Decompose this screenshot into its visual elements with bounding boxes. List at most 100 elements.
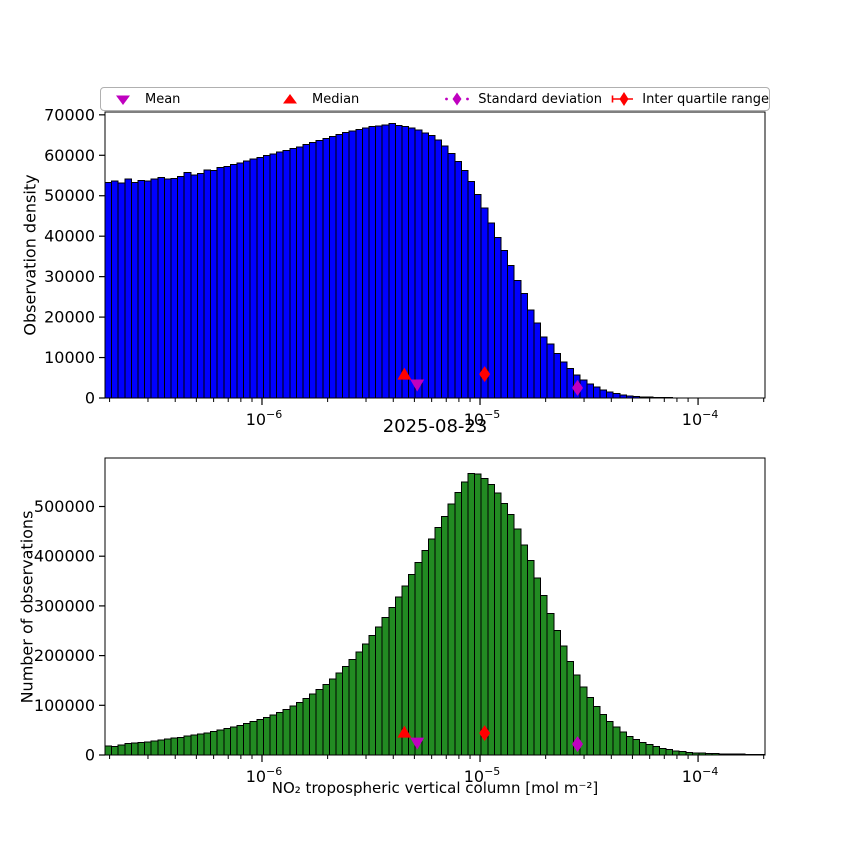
- histogram-bar: [487, 484, 495, 756]
- histogram-bar: [289, 147, 297, 399]
- histogram-bar: [203, 169, 212, 399]
- plot-density: 10−6 10−5 10−40100002000030000400005000060…: [44, 105, 766, 429]
- histogram-bar: [513, 280, 522, 399]
- histogram-bar: [309, 141, 317, 399]
- histogram-bar: [196, 172, 205, 399]
- histogram-bar: [282, 149, 291, 399]
- legend-item-std: Standard deviation: [435, 91, 602, 107]
- histogram-bar: [302, 143, 311, 399]
- histogram-bar: [111, 180, 119, 399]
- median-marker: [397, 725, 412, 738]
- histogram-bar: [203, 732, 212, 756]
- legend-item-median: Median: [268, 91, 435, 107]
- histogram-bar: [276, 151, 284, 399]
- histogram-bar: [441, 515, 449, 756]
- plot-title: 2025-08-23: [382, 416, 488, 437]
- histogram-bar: [124, 178, 132, 399]
- y-tick-label: 50000: [44, 186, 95, 205]
- histogram-bar: [408, 574, 416, 756]
- legend-label-std: Standard deviation: [478, 91, 602, 107]
- histogram-bar: [414, 129, 423, 399]
- histogram-bar: [520, 544, 528, 756]
- histogram-bar: [388, 606, 396, 756]
- legend-item-mean: Mean: [101, 91, 268, 107]
- histogram-bar: [612, 393, 621, 399]
- histogram-bar: [302, 697, 311, 756]
- histogram-bar: [361, 643, 370, 756]
- histogram-bar: [401, 126, 410, 399]
- y-tick-label: 0: [85, 746, 95, 765]
- histogram-bar: [632, 739, 641, 756]
- histogram-bar: [190, 734, 198, 756]
- iqr-marker: [479, 366, 491, 383]
- histogram-bar: [190, 174, 198, 399]
- histogram-bar: [282, 708, 291, 756]
- histogram-bar: [117, 744, 126, 756]
- histogram-bar: [243, 723, 251, 756]
- legend-label-iqr: Inter quartile range: [642, 91, 769, 107]
- histogram-bar: [559, 361, 568, 399]
- histogram-bar: [639, 741, 647, 756]
- histogram-bar: [467, 473, 476, 756]
- histogram-bar: [163, 738, 172, 756]
- histogram-bar: [361, 127, 370, 399]
- histogram-bar: [309, 693, 317, 756]
- histogram-bar: [249, 721, 258, 756]
- iqr-marker-icon: [611, 92, 634, 106]
- histogram-bar: [493, 492, 502, 756]
- histogram-bar: [559, 645, 568, 756]
- histogram-bar: [256, 156, 264, 399]
- std-deviation-marker-icon: [445, 92, 469, 106]
- std-marker: [572, 379, 584, 396]
- histogram-bar: [117, 182, 126, 399]
- histogram-bar: [454, 492, 462, 756]
- histogram-bar: [368, 635, 377, 756]
- histogram-bar: [592, 386, 601, 399]
- histogram-bar: [540, 336, 548, 399]
- histogram-bar: [355, 651, 363, 756]
- histogram-bar: [315, 139, 324, 399]
- histogram-bar: [295, 701, 304, 756]
- histogram-bar: [474, 194, 482, 399]
- histogram-bar: [144, 180, 152, 399]
- histogram-bar: [672, 750, 680, 756]
- histogram-bar: [216, 166, 225, 399]
- y-tick-label: 70000: [44, 105, 95, 124]
- y-tick-label: 0: [85, 389, 95, 408]
- histogram-bar: [137, 742, 146, 756]
- y-tick-label: 400000: [34, 547, 95, 566]
- histogram-bar: [665, 749, 674, 756]
- median-marker-icon: [283, 94, 297, 104]
- histogram-bar: [348, 659, 357, 756]
- histogram-bar: [606, 391, 614, 399]
- histogram-bar: [566, 661, 575, 756]
- mean-marker: [410, 379, 425, 392]
- histogram-bar: [256, 719, 264, 756]
- y-tick-label: 60000: [44, 146, 95, 165]
- histogram-bar: [408, 127, 416, 399]
- histogram-bar: [533, 577, 542, 756]
- histogram-bar: [177, 176, 185, 399]
- histogram-bar: [493, 236, 502, 399]
- histogram-bar: [658, 747, 667, 756]
- legend-label-mean: Mean: [145, 91, 181, 107]
- histogram-bar: [137, 179, 146, 399]
- y-axis-label-density: Observation density: [20, 174, 40, 336]
- histogram-bar: [599, 389, 608, 399]
- histogram-bar: [157, 739, 165, 756]
- median-marker: [397, 367, 412, 380]
- histogram-bar: [342, 132, 350, 399]
- histogram-bar: [130, 181, 139, 399]
- iqr-marker: [479, 725, 491, 742]
- histogram-bar: [592, 706, 601, 756]
- histogram-bar: [612, 726, 621, 756]
- histogram-bar: [276, 711, 284, 756]
- histogram-bar: [520, 293, 528, 399]
- mean-marker: [410, 737, 425, 750]
- histogram-bar: [474, 473, 482, 756]
- y-tick-label: 30000: [44, 267, 95, 286]
- histogram-bar: [104, 181, 113, 399]
- histogram-bar: [210, 731, 218, 756]
